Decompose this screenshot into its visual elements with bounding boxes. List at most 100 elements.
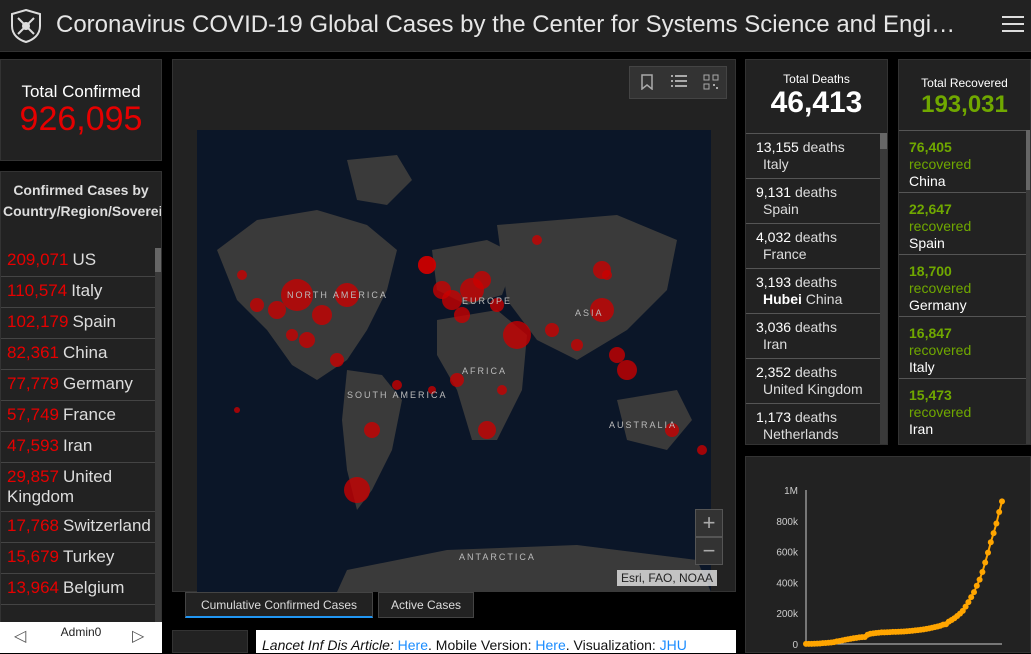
list-item[interactable]: 47,593 Iran: [1, 432, 155, 463]
list-item[interactable]: 2,352 deaths United Kingdom: [746, 358, 880, 403]
list-item[interactable]: 76,405 recovered China: [899, 130, 1026, 192]
south-america-shape: [342, 370, 402, 510]
data-point: [962, 603, 969, 610]
cumulative-chart[interactable]: 0 200k 400k 600k 800k 1M: [746, 457, 1031, 654]
data-point: [959, 607, 966, 614]
hamburger-menu-icon[interactable]: [1002, 16, 1024, 34]
death-count: 9,131: [756, 184, 792, 200]
scrollbar-thumb[interactable]: [1026, 130, 1030, 190]
chevron-right-icon[interactable]: ▷: [132, 628, 145, 645]
zoom-in-button[interactable]: +: [695, 509, 723, 537]
death-unit: deaths: [802, 139, 845, 155]
map-label-antarctica: ANTARCTICA: [459, 552, 536, 562]
scrollbar-thumb[interactable]: [155, 248, 161, 272]
tab-active-cases[interactable]: Active Cases: [378, 592, 474, 618]
data-point: [965, 599, 972, 606]
list-item[interactable]: 209,071 US: [1, 246, 155, 277]
map-label-australia: AUSTRALIA: [609, 420, 677, 430]
visualization-link[interactable]: JHU: [659, 637, 687, 653]
recovered-list-scrollbar[interactable]: [1026, 130, 1030, 444]
list-item[interactable]: 110,574 Italy: [1, 277, 155, 308]
bottom-panel-stub: [172, 630, 248, 653]
data-point: [993, 520, 1000, 527]
death-unit: deaths: [794, 229, 837, 245]
data-point: [985, 549, 991, 556]
death-place: Italy: [763, 156, 789, 172]
total-deaths-value: 46,413: [770, 86, 863, 119]
zoom-out-button[interactable]: −: [695, 537, 723, 565]
qr-code-icon[interactable]: [702, 74, 720, 92]
list-item[interactable]: 82,361 China: [1, 339, 155, 370]
greenland-shape: [347, 155, 412, 205]
article-link[interactable]: Here: [397, 637, 429, 653]
world-map[interactable]: NORTH AMERICA SOUTH AMERICA EUROPE ASIA …: [197, 130, 711, 592]
list-item[interactable]: 29,857 United Kingdom: [1, 463, 155, 512]
death-unit: deaths: [794, 319, 837, 335]
recovered-list: 76,405 recovered China 22,647 recovered Spai…: [899, 130, 1026, 440]
total-confirmed-panel: Total Confirmed 926,095: [0, 59, 162, 161]
list-item[interactable]: 15,679 Turkey: [1, 543, 155, 574]
list-item[interactable]: 18,700 recovered Germany: [899, 254, 1026, 316]
list-item-count: 209,071: [7, 250, 69, 269]
confirmed-list-scrollbar[interactable]: [155, 248, 161, 623]
total-recovered-value: 193,031: [921, 91, 1008, 118]
bookmark-icon[interactable]: [638, 74, 656, 92]
map-label-europe: EUROPE: [462, 296, 512, 306]
asia-shape: [497, 215, 677, 360]
list-item-name: Iran: [63, 436, 93, 455]
list-item-count: 47,593: [7, 436, 59, 455]
list-item[interactable]: 57,749 France: [1, 401, 155, 432]
list-item[interactable]: 13,964 Belgium: [1, 574, 155, 605]
list-item[interactable]: 3,036 deaths Iran: [746, 313, 880, 358]
list-item[interactable]: 22,647 recovered Spain: [899, 192, 1026, 254]
death-place: United Kingdom: [763, 381, 863, 397]
list-item[interactable]: 3,193 deaths Hubei China: [746, 268, 880, 313]
top-bar: Coronavirus COVID-19 Global Cases by the…: [0, 0, 1031, 52]
list-icon[interactable]: [670, 74, 688, 92]
list-item-count: 15,679: [7, 547, 59, 566]
list-item-name: Germany: [63, 374, 133, 393]
recovered-place: China: [909, 173, 946, 189]
data-point: [999, 498, 1005, 505]
death-place: Iran: [763, 336, 788, 352]
map-label-africa: AFRICA: [462, 366, 507, 376]
total-confirmed-label: Total Confirmed: [21, 82, 141, 101]
list-item-count: 17,768: [7, 516, 59, 535]
death-unit: deaths: [794, 184, 837, 200]
death-unit: deaths: [794, 274, 837, 290]
death-place: Spain: [763, 201, 799, 217]
list-item[interactable]: 1,173 deaths Netherlands: [746, 403, 880, 444]
data-point: [971, 589, 977, 596]
confirmed-list-header: Confirmed Cases by Country/Region/Sovere…: [3, 182, 162, 219]
list-item[interactable]: 102,179 Spain: [1, 308, 155, 339]
recovered-unit: recovered: [909, 280, 972, 296]
map-toolbar: [629, 66, 727, 99]
deaths-list: 13,155 deaths Italy 9,131 deaths Spain 4,0…: [746, 133, 880, 444]
list-item[interactable]: 13,155 deaths Italy: [746, 133, 880, 178]
map-tabs: Cumulative Confirmed Cases Active Cases: [172, 592, 736, 620]
recovered-unit: recovered: [909, 404, 972, 420]
list-item[interactable]: 16,847 recovered Italy: [899, 316, 1026, 378]
map-panel: NORTH AMERICA SOUTH AMERICA EUROPE ASIA …: [172, 59, 736, 592]
university-shield-logo: [11, 9, 41, 43]
chevron-left-icon[interactable]: ◁: [14, 628, 27, 645]
deaths-list-scrollbar[interactable]: [880, 133, 887, 444]
y-tick-label: 200k: [776, 609, 799, 620]
list-item[interactable]: 4,032 deaths France: [746, 223, 880, 268]
recovered-count: 15,473: [909, 387, 952, 403]
death-count: 2,352: [756, 364, 792, 380]
list-item-name: Switzerland: [63, 516, 151, 535]
europe-shape: [432, 240, 517, 305]
tab-cumulative-confirmed[interactable]: Cumulative Confirmed Cases: [185, 592, 373, 618]
death-count: 4,032: [756, 229, 792, 245]
list-item[interactable]: 15,473 recovered Iran: [899, 378, 1026, 440]
scrollbar-thumb[interactable]: [880, 133, 887, 149]
recovered-place: Italy: [909, 359, 935, 375]
list-item[interactable]: 17,768 Switzerland: [1, 512, 155, 543]
mobile-version-link[interactable]: Here: [535, 637, 566, 653]
total-deaths-label: Total Deaths: [783, 72, 850, 86]
list-item-count: 57,749: [7, 405, 59, 424]
recovered-unit: recovered: [909, 218, 972, 234]
list-item[interactable]: 9,131 deaths Spain: [746, 178, 880, 223]
list-item[interactable]: 77,779 Germany: [1, 370, 155, 401]
